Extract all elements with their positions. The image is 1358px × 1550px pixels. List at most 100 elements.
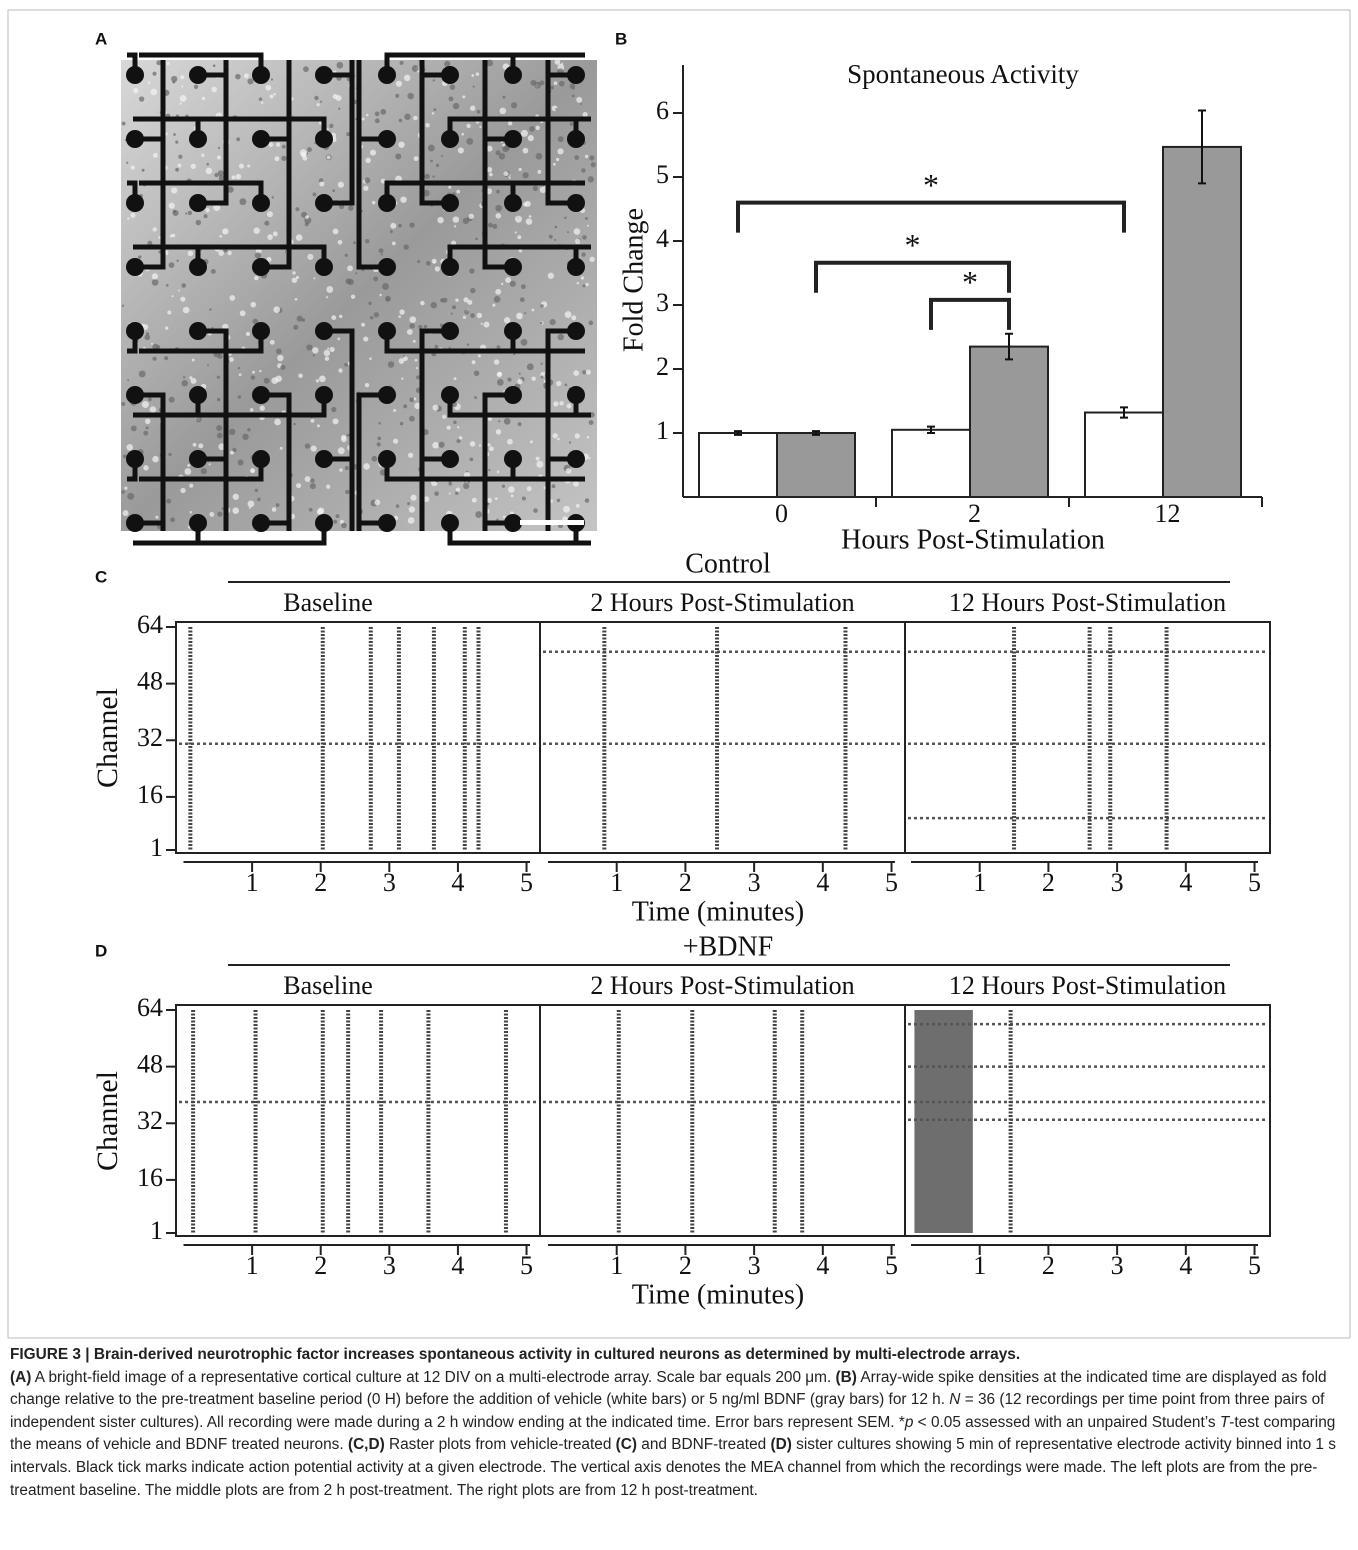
cell [147, 240, 153, 246]
cell [406, 329, 413, 335]
cell [298, 373, 303, 379]
cell [344, 362, 348, 367]
cell [579, 102, 582, 105]
cell [449, 84, 456, 90]
cell [576, 96, 583, 103]
electrode [315, 194, 333, 212]
cell [147, 397, 152, 402]
electrode-trace [419, 456, 450, 531]
cell [252, 370, 256, 374]
panel-title: 12 Hours Post-Stimulation [949, 588, 1226, 617]
y-tick-label: 16 [137, 780, 163, 809]
cell [557, 136, 564, 143]
cell [469, 268, 475, 274]
cell [336, 61, 344, 69]
cell [168, 202, 175, 209]
micrograph [121, 52, 597, 546]
caption-segment: (A) [10, 1368, 32, 1386]
x-tick-label: 4 [816, 1251, 829, 1280]
cell [191, 358, 195, 362]
cell [264, 220, 270, 226]
cell [588, 320, 594, 326]
cell [273, 92, 276, 96]
cell [272, 231, 278, 237]
electrode [189, 66, 207, 84]
electrode [567, 386, 585, 404]
cell [582, 284, 586, 288]
electrode [126, 194, 144, 212]
cell [554, 225, 558, 229]
cell [229, 357, 234, 362]
electrode [315, 66, 333, 84]
cell [391, 241, 396, 246]
cell [498, 153, 506, 160]
cell [453, 377, 457, 381]
cell [167, 310, 172, 315]
cell [335, 94, 342, 101]
cell [152, 71, 157, 76]
cell [557, 437, 560, 441]
cell [495, 150, 501, 156]
cell [450, 312, 453, 315]
cell [230, 450, 235, 455]
electrode [189, 514, 207, 532]
cell [573, 480, 579, 487]
cell [341, 522, 347, 529]
x-tick-label: 3 [383, 1251, 396, 1280]
cell [409, 397, 415, 403]
cell [249, 408, 254, 412]
cell [408, 452, 414, 458]
cell [479, 125, 482, 129]
cell [144, 334, 151, 341]
cell [171, 75, 178, 83]
caption-segment: (D) [770, 1436, 792, 1454]
bar [891, 428, 971, 498]
cell [130, 425, 137, 432]
cell [150, 342, 154, 345]
cell [527, 134, 534, 142]
cell [493, 295, 501, 303]
cell [404, 113, 411, 120]
cell [466, 137, 474, 145]
cell [571, 94, 575, 98]
cell [189, 376, 193, 380]
electrode [126, 386, 144, 404]
cell [273, 306, 281, 314]
cell [346, 132, 351, 137]
cell [295, 234, 303, 241]
cell [121, 490, 125, 494]
electrode [504, 258, 522, 276]
cell [143, 465, 149, 471]
cell [559, 401, 564, 406]
cell [271, 507, 277, 512]
cell [324, 356, 330, 361]
cell [518, 248, 523, 253]
cell [565, 468, 572, 474]
cell [363, 336, 369, 342]
cell [585, 369, 591, 375]
cell [455, 298, 459, 302]
cell [398, 315, 401, 318]
dense-activity [914, 1010, 973, 1233]
cell [385, 295, 391, 302]
y-tick-label: 4 [656, 224, 669, 253]
panel-title: 2 Hours Post-Stimulation [590, 588, 854, 617]
electrode [504, 130, 522, 148]
cell [275, 503, 280, 507]
cell [534, 81, 541, 89]
cell [122, 510, 129, 517]
cell [381, 253, 384, 256]
plot-frame [175, 621, 1271, 854]
cell [467, 299, 473, 305]
cell [158, 250, 162, 254]
cell [415, 367, 419, 370]
electrode-trace [482, 60, 513, 270]
electrode [315, 322, 333, 340]
y-tick-label: 1 [150, 1216, 163, 1245]
x-axis-label: Time (minutes) [632, 896, 804, 927]
electrode [378, 194, 396, 212]
cell [519, 297, 525, 303]
cell [138, 96, 145, 102]
cell [586, 436, 590, 439]
cell [571, 315, 577, 321]
